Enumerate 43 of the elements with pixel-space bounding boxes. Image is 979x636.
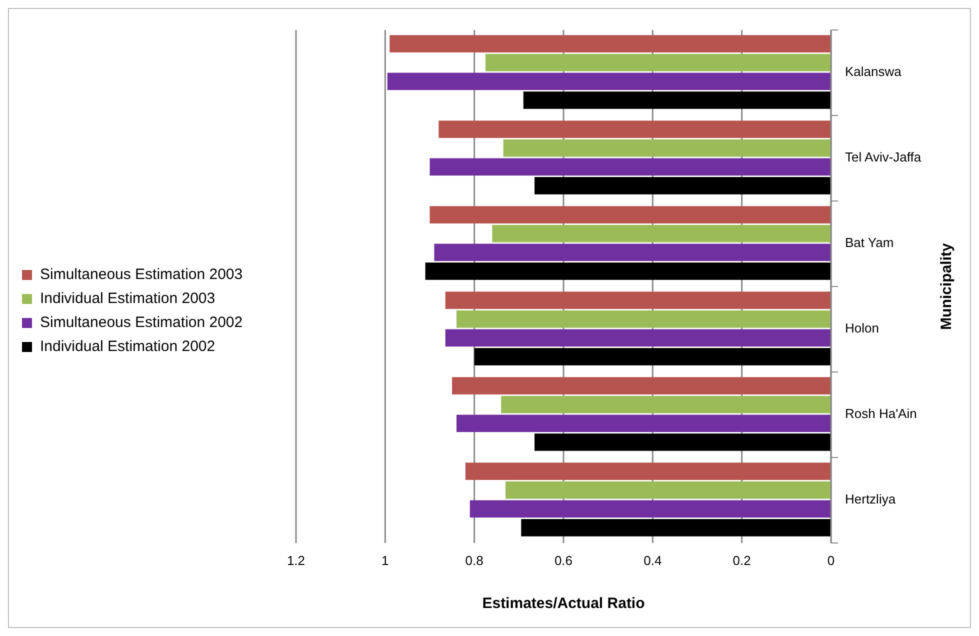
bar	[430, 206, 831, 224]
legend-label: Simultaneous Estimation 2002	[40, 314, 243, 331]
y-tick-label: Tel Aviv-Jaffa	[845, 150, 922, 165]
bar	[456, 414, 831, 432]
bar	[534, 434, 831, 451]
bar	[445, 329, 831, 347]
bar	[452, 377, 831, 394]
bar	[485, 54, 831, 72]
x-tick-label: 0.8	[465, 553, 484, 568]
x-tick-label: 1	[382, 553, 389, 568]
y-tick-label: Holon	[845, 320, 879, 336]
bar	[425, 262, 831, 280]
bar	[521, 519, 831, 536]
x-tick-label: 1.2	[286, 553, 306, 568]
x-tick-label: 0.4	[644, 553, 662, 568]
y-tick-label: Hertzliya	[845, 492, 896, 507]
bar	[503, 139, 831, 157]
y-tick-label: Rosh Ha'Ain	[845, 406, 917, 422]
bar	[501, 396, 831, 414]
bar	[470, 500, 831, 518]
y-tick-label: Bat Yam	[845, 235, 894, 250]
bar	[445, 292, 831, 309]
bar	[492, 224, 831, 242]
bar	[465, 462, 831, 480]
bar	[534, 177, 831, 194]
x-tick-label: 0	[827, 553, 835, 568]
y-tick-label: Kalanswa	[845, 64, 902, 80]
x-tick-label: 0.2	[732, 553, 751, 568]
bar	[434, 244, 831, 262]
bar	[390, 35, 831, 52]
legend-label: Individual Estimation 2003	[40, 290, 216, 307]
bar	[438, 120, 831, 138]
bar	[523, 92, 831, 109]
bar	[430, 158, 831, 176]
bar	[456, 310, 831, 328]
legend-label: Individual Estimation 2002	[40, 338, 216, 355]
y-axis-title: Municipality	[938, 242, 955, 330]
bar	[474, 348, 831, 366]
bar	[506, 481, 831, 499]
legend-label: Simultaneous Estimation 2003	[40, 266, 243, 283]
x-tick-label: 0.6	[554, 553, 573, 568]
x-axis-title: Estimates/Actual Ratio	[482, 595, 645, 612]
bar	[387, 72, 831, 90]
